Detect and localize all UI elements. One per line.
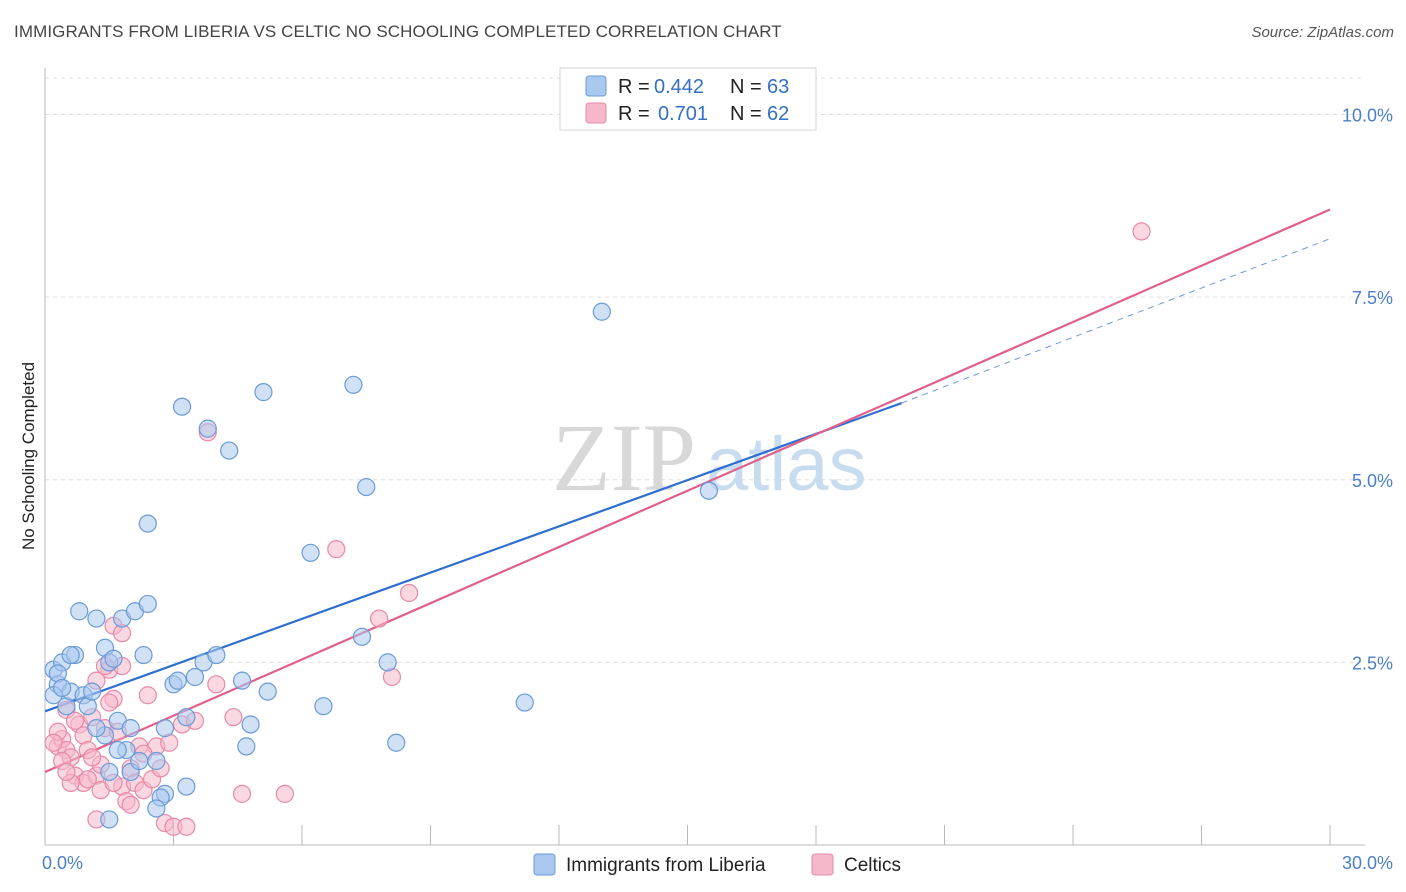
liberia-point-27 [155, 719, 175, 738]
liberia-point-26 [147, 751, 166, 771]
liberia-point-60 [592, 302, 611, 321]
celtics-point-42 [370, 609, 389, 628]
liberia-point-57 [130, 751, 149, 771]
y-tick-label-0: 2.5% [1352, 653, 1393, 673]
trendline-liberia [44, 402, 903, 713]
bottom-legend-label-liberia: Immigrants from Liberia [566, 855, 766, 876]
liberia-point-59 [61, 645, 80, 665]
liberia-point-31 [185, 667, 205, 687]
liberia-point-30 [177, 708, 196, 727]
chart-title: IMMIGRANTS FROM LIBERIA VS CELTIC NO SCH… [14, 22, 782, 41]
celtics-point-12 [65, 711, 85, 730]
celtics-point-59 [44, 733, 63, 752]
liberia-point-41 [344, 375, 363, 394]
celtics-point-37 [224, 708, 243, 727]
liberia-point-50 [177, 777, 196, 796]
celtics-point-39 [275, 784, 294, 803]
liberia-point-39 [254, 383, 273, 402]
legend-swatch-pink [585, 102, 607, 124]
y-tick-label-3: 10.0% [1342, 106, 1393, 126]
liberia-point-13 [87, 609, 106, 628]
stats-legend: R = 0.442 N = 63 R = 0.701 N = 62 [559, 67, 817, 131]
legend-n-label-2: N = [730, 103, 762, 125]
liberia-point-33 [207, 645, 226, 665]
legend-r-label-2: R = [618, 103, 650, 125]
liberia-point-48 [241, 715, 260, 734]
liberia-point-11 [83, 682, 102, 701]
legend-r-label-1: R = [618, 76, 650, 98]
legend-n-value-2: 62 [767, 103, 789, 125]
tick-labels: 2.5% 5.0% 7.5% 10.0% 0.0% 30.0% [42, 106, 1393, 873]
y-tick-label-1: 5.0% [1352, 471, 1393, 491]
celtics-point-29 [138, 686, 157, 705]
liberia-point-40 [138, 514, 157, 533]
celtics-point-41 [327, 540, 346, 559]
celtics-point-57 [121, 795, 140, 814]
celtics-point-61 [1132, 222, 1151, 241]
liberia-point-16 [104, 649, 123, 668]
trendline-liberia-extension [901, 238, 1331, 404]
liberia-point-43 [301, 543, 320, 562]
trendlines [44, 208, 1331, 773]
liberia-point-38 [220, 441, 239, 460]
liberia-point-34 [232, 671, 252, 690]
celtics-point-43 [399, 583, 419, 603]
celtics-point-36 [207, 675, 226, 694]
liberia-point-55 [100, 762, 119, 782]
liberia-point-35 [258, 682, 277, 701]
liberia-point-62 [515, 693, 534, 712]
legend-swatch-blue [585, 75, 607, 97]
legend-r-value-1: 0.442 [654, 76, 704, 98]
liberia-point-36 [172, 397, 192, 416]
legend-n-value-1: 63 [767, 76, 789, 98]
x-tick-label-0: 0.0% [42, 853, 83, 873]
liberia-point-47 [314, 697, 333, 716]
celtics-point-38 [232, 784, 252, 803]
liberia-point-20 [87, 719, 106, 738]
y-axis-title: No Schooling Completed [19, 362, 38, 550]
liberia-point-12 [70, 602, 89, 621]
liberia-point-58 [108, 740, 127, 760]
chart-source: Source: ZipAtlas.com [1251, 24, 1394, 41]
celtics-point-35 [177, 817, 196, 836]
liberia-point-21 [121, 719, 140, 738]
bottom-legend-label-celtics: Celtics [844, 855, 901, 876]
celtics-point-46 [78, 770, 97, 789]
series-liberia [44, 302, 719, 829]
liberia-point-46 [387, 733, 406, 752]
gridlines [45, 77, 1365, 663]
liberia-point-42 [357, 477, 376, 497]
bottom-legend-swatch-celtics [811, 853, 834, 876]
celtics-point-48 [57, 762, 76, 782]
liberia-point-23 [138, 594, 157, 614]
legend-r-value-2: 0.701 [658, 103, 708, 125]
liberia-point-53 [147, 799, 166, 818]
liberia-point-37 [198, 419, 217, 438]
liberia-point-24 [134, 645, 153, 665]
celtics-point-49 [83, 748, 102, 767]
watermark-zip: ZIP [552, 404, 696, 511]
x-tick-label-1: 30.0% [1342, 853, 1393, 873]
liberia-point-45 [378, 653, 397, 672]
liberia-point-7 [53, 678, 72, 698]
liberia-point-29 [168, 671, 187, 690]
liberia-point-61 [699, 481, 719, 500]
y-tick-label-2: 7.5% [1352, 288, 1393, 308]
liberia-point-49 [237, 737, 256, 756]
liberia-point-56 [100, 810, 119, 829]
liberia-point-44 [352, 627, 372, 646]
legend-n-label-1: N = [730, 76, 762, 98]
celtics-point-55 [100, 693, 119, 712]
trendline-celtics [44, 208, 1331, 773]
bottom-legend-swatch-liberia [533, 853, 556, 876]
series-legend: Immigrants from Liberia Celtics [533, 853, 901, 876]
